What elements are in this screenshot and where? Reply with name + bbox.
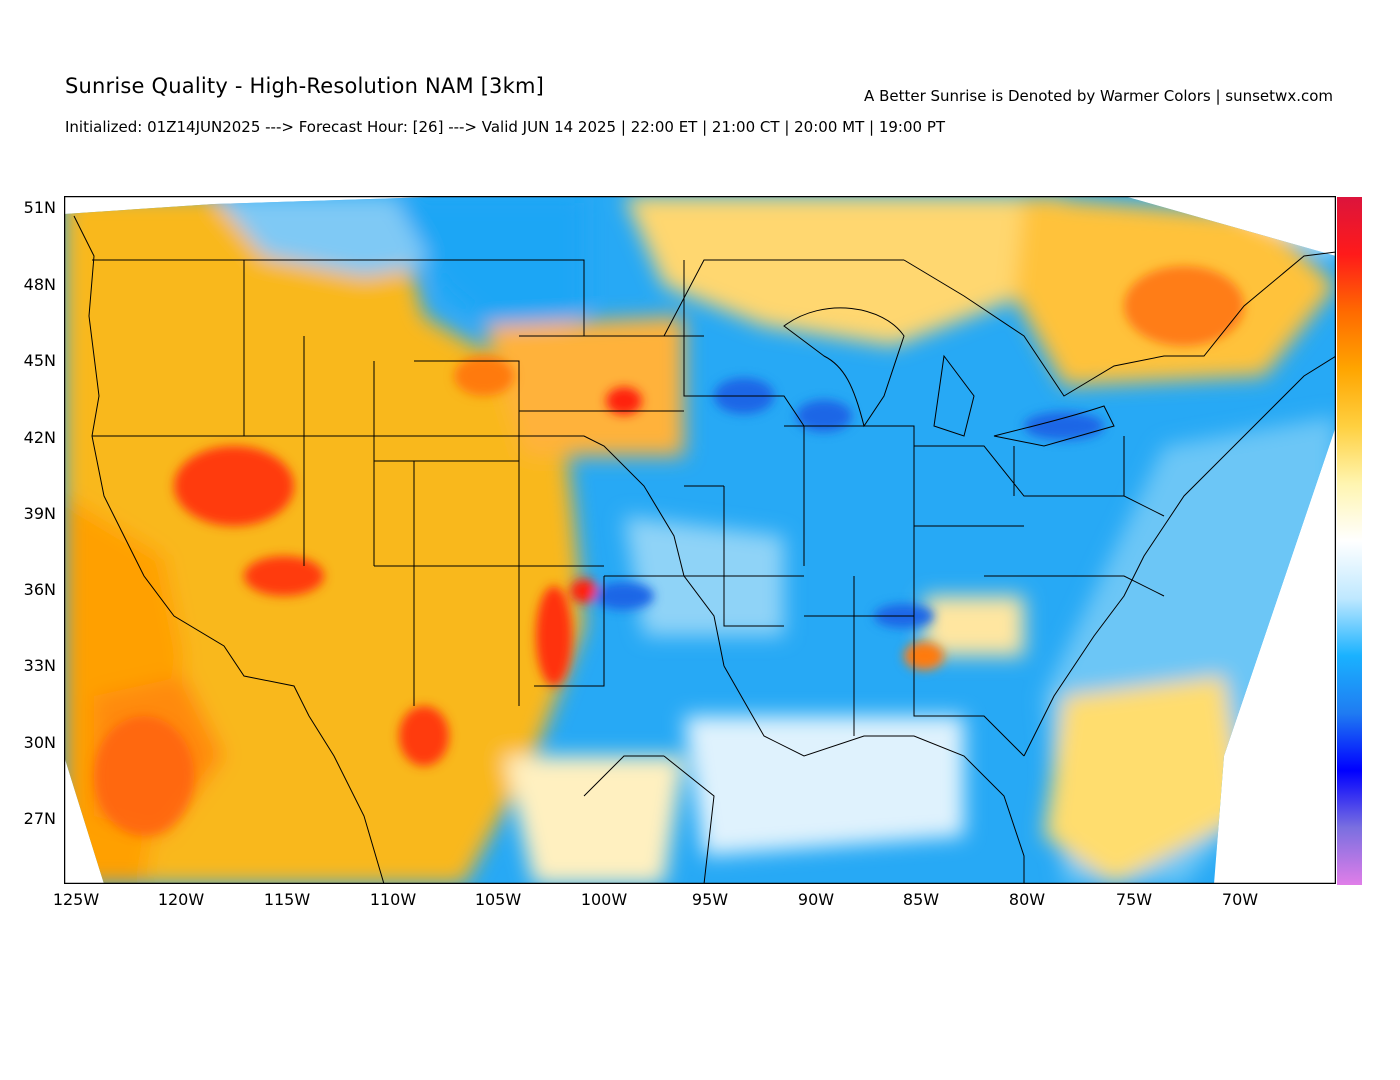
forecast-map — [64, 196, 1336, 884]
lon-label-70w: 70W — [1221, 890, 1259, 909]
lon-label-75w: 75W — [1115, 890, 1153, 909]
map-credit: A Better Sunrise is Denoted by Warmer Co… — [864, 87, 1333, 105]
map-frame — [64, 196, 1336, 884]
state-lines-b — [243, 260, 704, 706]
lat-label-36n: 36N — [23, 580, 56, 599]
lon-label-95w: 95W — [691, 890, 729, 909]
lon-label-125w: 125W — [52, 890, 100, 909]
lon-label-115w: 115W — [263, 890, 311, 909]
great-lakes — [783, 307, 1115, 447]
lon-label-90w: 90W — [797, 890, 835, 909]
lat-label-48n: 48N — [23, 275, 56, 294]
lat-label-42n: 42N — [23, 428, 56, 447]
hot-spots — [94, 266, 1244, 836]
lon-label-80w: 80W — [1008, 890, 1046, 909]
lon-label-120w: 120W — [157, 890, 205, 909]
lat-label-51n: 51N — [23, 198, 56, 217]
pacific-coastline — [73, 215, 385, 884]
lon-label-110w: 110W — [369, 890, 417, 909]
forecast-map-svg — [64, 196, 1336, 884]
lon-label-85w: 85W — [902, 890, 940, 909]
lat-label-45n: 45N — [23, 351, 56, 370]
boundary-lines — [73, 215, 1336, 884]
lat-label-30n: 30N — [23, 733, 56, 752]
lon-label-100w: 100W — [580, 890, 628, 909]
sunrise-quality-field — [64, 196, 1336, 884]
canada-border — [903, 251, 1336, 397]
lat-label-27n: 27N — [23, 809, 56, 828]
state-lines-c — [534, 260, 805, 687]
lat-label-33n: 33N — [23, 656, 56, 675]
east-coastline — [723, 355, 1336, 884]
lon-label-105w: 105W — [474, 890, 522, 909]
lat-label-39n: 39N — [23, 504, 56, 523]
color-scale-bar — [1337, 197, 1362, 885]
gulf-coastline — [583, 755, 715, 884]
state-lines-a — [92, 435, 725, 667]
state-lines-d — [784, 425, 1165, 757]
map-title: Sunrise Quality - High-Resolution NAM [3… — [65, 74, 544, 98]
map-subtitle: Initialized: 01Z14JUN2025 ---> Forecast … — [65, 118, 946, 136]
